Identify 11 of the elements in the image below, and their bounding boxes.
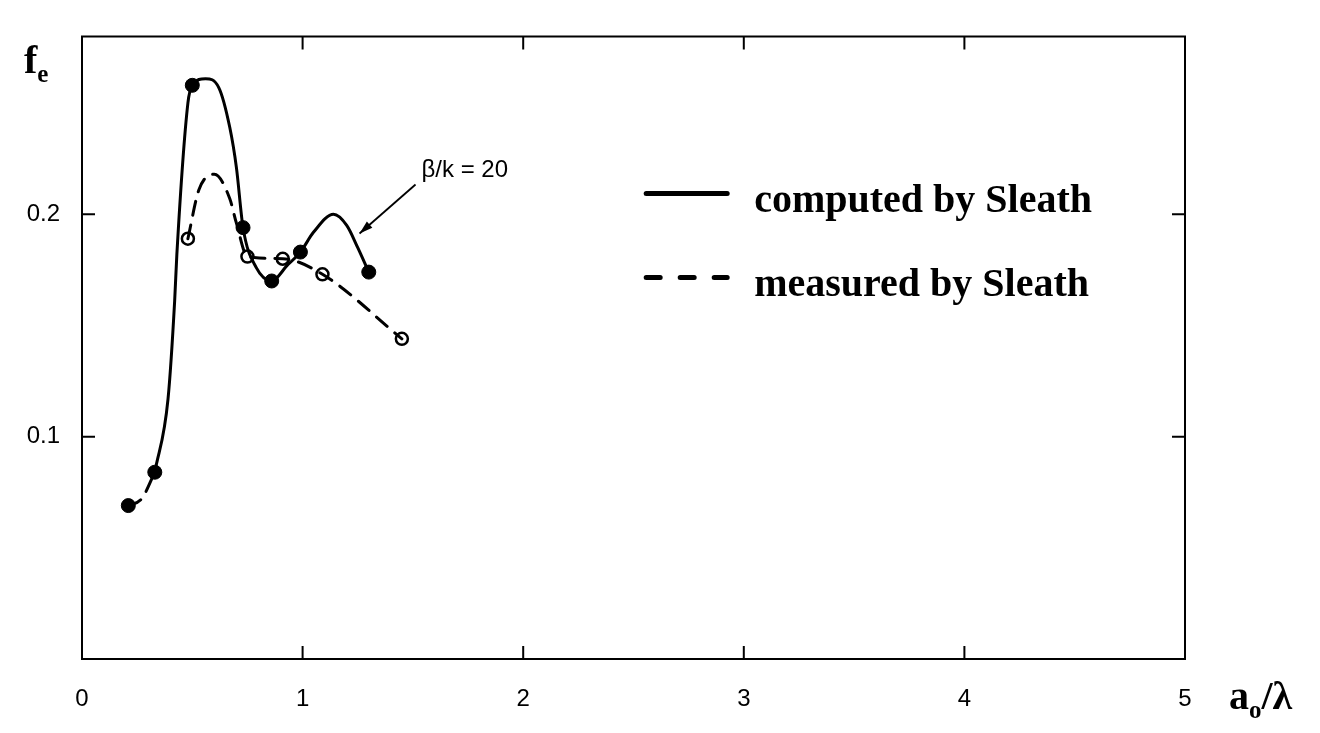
x-tick-label: 3 xyxy=(737,684,751,712)
legend-label: computed by Sleath xyxy=(754,175,1092,221)
x-tick-label: 4 xyxy=(957,684,972,712)
y-tick-label: 0.1 xyxy=(26,421,60,449)
x-tick-label: 2 xyxy=(516,684,530,712)
legend-label: measured by Sleath xyxy=(754,259,1090,305)
y-tick-label: 0.2 xyxy=(26,198,60,226)
x-tick-label: 0 xyxy=(75,684,89,712)
x-tick-label: 1 xyxy=(295,684,310,712)
annotation: β/k = 20 xyxy=(421,155,509,183)
x-tick-label: 5 xyxy=(1178,684,1192,712)
